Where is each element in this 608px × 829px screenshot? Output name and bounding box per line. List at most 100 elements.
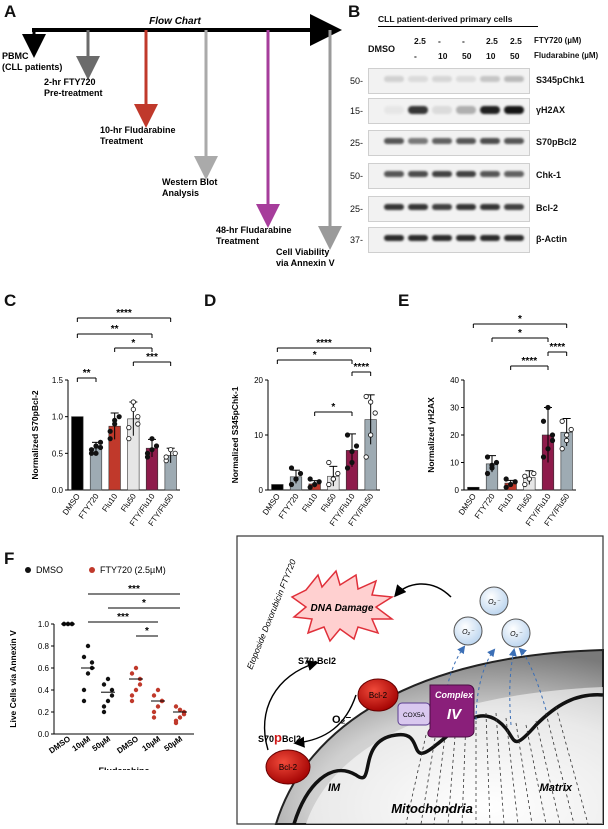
data-point	[335, 470, 341, 477]
data-point	[349, 448, 355, 455]
flow-step-label: Treatment	[216, 236, 259, 246]
data-point	[177, 715, 183, 720]
blot-band	[432, 106, 452, 114]
blot-band	[432, 76, 452, 82]
inner-membrane-cristae	[292, 693, 604, 825]
data-point	[101, 704, 107, 709]
cristae-lines	[405, 706, 589, 825]
fty-value: 2.5	[486, 36, 498, 46]
blot-band	[480, 106, 500, 114]
dephosphorylation-arrow	[293, 694, 357, 748]
bcl2-label: Bcl-2	[279, 763, 298, 772]
bcl2-protein	[357, 678, 399, 712]
data-point	[363, 454, 369, 460]
data-point	[349, 459, 355, 466]
y-tick-label: 1.5	[52, 376, 64, 385]
significance-label: ****	[550, 342, 566, 353]
category-label: Flu10	[300, 492, 319, 514]
data-point	[344, 465, 351, 471]
data-point	[330, 476, 336, 482]
data-point	[135, 421, 141, 427]
significance-label: ***	[117, 612, 129, 623]
data-point	[85, 643, 91, 649]
data-point	[531, 470, 537, 477]
flow-step-label: Cell Viability	[276, 247, 329, 257]
bar	[467, 486, 480, 491]
flow-step-label: PBMC	[2, 51, 29, 61]
blot-band	[408, 204, 428, 210]
blot-band	[384, 138, 404, 144]
bar	[71, 416, 84, 491]
data-point	[135, 414, 141, 420]
s70pbcl2-label: S70pBcl2	[258, 730, 301, 745]
significance-label: ***	[146, 352, 158, 363]
data-point	[149, 436, 155, 442]
data-point	[151, 709, 157, 715]
data-point	[133, 687, 139, 693]
flow-step-label: 48-hr Fludarabine	[216, 225, 292, 235]
data-point	[137, 682, 143, 687]
data-point	[326, 459, 332, 466]
y-tick-label: 40	[450, 376, 459, 385]
data-point	[168, 447, 174, 453]
data-point	[149, 447, 155, 453]
flow-step-label: Western Blot	[162, 177, 217, 187]
data-point	[129, 698, 135, 704]
flow-step-label: Pre-treatment	[44, 88, 103, 98]
data-point	[89, 660, 95, 665]
dna-damage-label: DNA Damage	[311, 603, 374, 614]
data-point	[503, 476, 509, 482]
y-tick-label: 0.5	[52, 449, 64, 458]
blot-band	[408, 235, 428, 241]
ros-circle	[501, 618, 531, 648]
data-point	[326, 481, 332, 488]
fty-row-label: FTY720 (µM)	[534, 36, 582, 45]
complex-number: IV	[447, 706, 463, 723]
y-tick-label: 1.0	[38, 620, 50, 629]
y-tick-label: 20	[450, 431, 459, 440]
significance-label: *	[131, 338, 135, 349]
data-point	[81, 698, 87, 704]
significance-label: *	[331, 402, 335, 413]
y-tick-label: 0.8	[38, 642, 50, 651]
data-point	[312, 481, 318, 488]
bcl2-protein	[265, 749, 311, 785]
significance-label: *	[518, 314, 522, 325]
blot-protein-label: β-Actin	[536, 234, 567, 244]
panel-label-f: F	[4, 549, 15, 568]
y-axis-label: Normalized γH2AX	[426, 397, 436, 473]
superoxide-label: O₂⁻	[332, 714, 351, 726]
significance-label: ****	[116, 308, 132, 319]
data-point	[163, 454, 169, 460]
complex-iv-box	[427, 684, 475, 738]
data-point	[484, 454, 491, 460]
data-point	[512, 479, 518, 485]
y-tick-label: 1.0	[52, 413, 64, 422]
data-point	[503, 484, 509, 490]
chart-c: Normalized S70pBcl-20.00.51.01.5DMSOFTY7…	[30, 308, 180, 528]
ros-label: O₂⁻	[462, 629, 475, 636]
blot-protein-label: Chk-1	[536, 170, 562, 180]
panel-label-a: A	[4, 2, 17, 21]
category-label: 10µM	[140, 734, 162, 753]
data-point	[97, 439, 104, 445]
data-point	[493, 459, 500, 466]
y-tick-label: 0	[259, 486, 264, 495]
mitochondria-label: Mitochondria	[391, 801, 473, 816]
ros-release-arrows	[444, 645, 547, 736]
ros-label: O₂⁻	[488, 599, 501, 606]
data-point	[101, 709, 107, 715]
data-point	[155, 687, 161, 693]
category-label: Flu10	[100, 492, 119, 514]
data-point	[489, 462, 495, 468]
blot-band	[408, 76, 428, 82]
category-label: 10µM	[70, 734, 92, 753]
data-point	[549, 432, 556, 438]
data-point	[130, 399, 136, 405]
ros-circle	[479, 586, 509, 616]
flow-step-label: Analysis	[162, 188, 199, 198]
blot-band	[408, 106, 428, 114]
panel-label-c: C	[4, 291, 17, 310]
molecular-weight-marker: 25-	[350, 204, 364, 214]
